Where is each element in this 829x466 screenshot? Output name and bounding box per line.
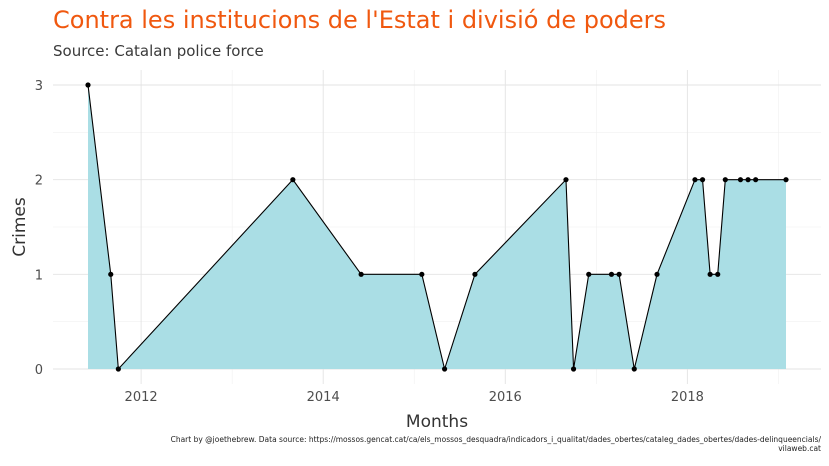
x-axis-title: Months — [406, 412, 468, 432]
data-point — [358, 271, 364, 277]
x-axis-ticks: 2012 2014 2016 2018 — [125, 390, 704, 405]
data-point — [745, 177, 751, 183]
data-point — [783, 177, 789, 183]
x-tick-label: 2018 — [671, 390, 704, 405]
data-point — [586, 271, 592, 277]
y-tick-label: 2 — [35, 174, 43, 189]
x-tick-label: 2014 — [307, 390, 340, 405]
data-point — [707, 271, 713, 277]
data-point — [654, 271, 660, 277]
data-point — [737, 177, 744, 183]
data-point — [563, 177, 569, 183]
data-point — [631, 366, 637, 372]
y-axis-title: Crimes — [10, 197, 30, 257]
data-point — [290, 177, 296, 183]
data-point — [699, 177, 706, 183]
x-tick-label: 2016 — [489, 390, 522, 405]
data-point — [108, 271, 114, 277]
data-point — [85, 82, 91, 88]
data-point — [608, 271, 615, 277]
data-point — [616, 271, 622, 277]
point-layer — [85, 82, 789, 372]
data-point — [472, 271, 478, 277]
caption-source: Chart by @joethebrew. Data source: https… — [170, 435, 821, 444]
y-axis-ticks: 0 1 2 3 — [35, 79, 43, 378]
y-tick-label: 1 — [35, 268, 43, 283]
data-point — [715, 271, 721, 277]
data-point — [692, 177, 698, 183]
area-layer — [88, 85, 786, 369]
y-tick-label: 0 — [35, 363, 43, 378]
area-fill — [88, 85, 786, 369]
data-point — [115, 366, 121, 372]
x-tick-label: 2012 — [125, 390, 158, 405]
caption-site: vilaweb.cat — [778, 444, 821, 453]
chart-title: Contra les institucions de l'Estat i div… — [53, 6, 666, 34]
data-point — [419, 271, 425, 277]
caption: Chart by @joethebrew. Data source: https… — [61, 435, 821, 453]
data-point — [441, 366, 448, 372]
data-point — [722, 177, 728, 183]
y-tick-label: 3 — [35, 79, 43, 94]
data-point — [753, 177, 759, 183]
chart-subtitle: Source: Catalan police force — [53, 42, 264, 60]
data-point — [570, 366, 577, 372]
